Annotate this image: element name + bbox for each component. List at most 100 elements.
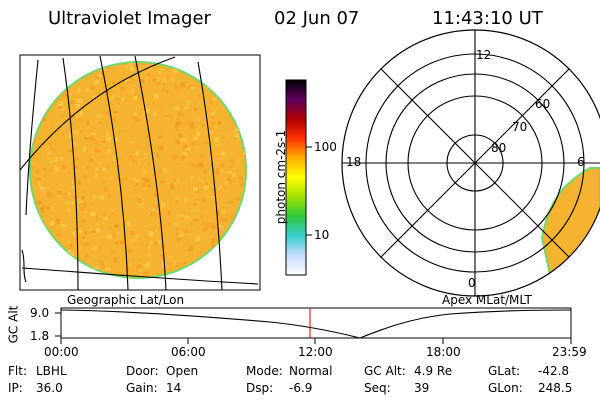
emission-pixel [209, 156, 213, 161]
emission-pixel [232, 172, 236, 177]
emission-pixel [140, 277, 143, 278]
emission-pixel [127, 221, 131, 227]
emission-pixel [99, 245, 102, 250]
emission-pixel [61, 107, 65, 110]
emission-pixel [84, 88, 89, 92]
emission-pixel [96, 215, 99, 221]
emission-pixel [228, 269, 233, 272]
emission-pixel [195, 164, 199, 167]
emission-pixel [46, 206, 52, 210]
colorbar-label-100: 100 [314, 140, 337, 154]
emission-pixel [84, 230, 88, 235]
emission-pixel [245, 109, 246, 113]
mlat-label-70: 70 [512, 120, 528, 134]
emission-pixel [65, 201, 69, 205]
emission-pixel [61, 114, 65, 118]
emission-pixel [115, 210, 120, 213]
emission-pixel [98, 147, 101, 150]
colorbar-unit-label: photon cm-2s-1 [274, 129, 288, 225]
emission-pixel [102, 167, 107, 172]
emission-pixel [131, 231, 135, 236]
emission-pixel [107, 234, 112, 239]
emission-pixel [125, 65, 128, 69]
emission-pixel [216, 265, 219, 270]
gc-alt-value: 4.9 Re [414, 364, 453, 378]
emission-pixel [127, 275, 130, 278]
emission-pixel [193, 274, 197, 278]
gain-key: Gain: [126, 381, 158, 395]
emission-pixel [101, 71, 104, 77]
emission-pixel [203, 226, 208, 231]
emission-pixel [35, 100, 40, 103]
emission-pixel [225, 235, 228, 239]
emission-pixel [190, 90, 194, 95]
emission-pixel [86, 120, 90, 126]
emission-pixel [146, 262, 151, 267]
emission-pixel [237, 216, 242, 220]
emission-pixel [182, 114, 186, 117]
longitude-line [134, 55, 167, 290]
emission-pixel [46, 151, 52, 155]
emission-pixel [203, 219, 208, 224]
emission-pixel [170, 183, 174, 187]
emission-pixel [174, 70, 179, 74]
emission-pixel [108, 94, 113, 97]
emission-pixel [125, 78, 130, 82]
strip-ytick-label-low: 1.8 [30, 329, 50, 343]
emission-pixel [203, 229, 206, 233]
gain-value: 14 [166, 381, 182, 395]
emission-pixel [110, 212, 114, 216]
strip-xtick-label: 00:00 [44, 345, 79, 359]
emission-pixel [40, 207, 45, 213]
emission-pixel [157, 136, 162, 139]
emission-pixel [139, 79, 144, 83]
emission-pixel [110, 176, 114, 180]
emission-pixel [120, 86, 125, 91]
emission-pixel [128, 63, 132, 66]
emission-pixel [121, 196, 124, 200]
emission-pixel [117, 232, 122, 235]
emission-pixel [94, 147, 98, 152]
emission-pixel [182, 189, 186, 192]
emission-pixel [82, 147, 86, 152]
emission-pixel [37, 181, 40, 186]
emission-pixel [49, 72, 53, 77]
emission-pixel [53, 165, 57, 168]
emission-pixel [36, 200, 42, 205]
emission-pixel [170, 211, 174, 215]
emission-pixel [214, 241, 219, 246]
coastline [25, 59, 39, 216]
emission-pixel [176, 121, 181, 126]
emission-pixel [139, 203, 144, 208]
strip-ytick-label-high: 9.0 [30, 306, 50, 320]
emission-pixel [68, 192, 71, 196]
emission-pixel [209, 125, 214, 130]
emission-pixel [139, 75, 143, 78]
emission-pixel [105, 268, 111, 271]
emission-pixel [74, 130, 79, 135]
emission-pixel [95, 167, 98, 170]
emission-pixel [157, 130, 162, 133]
emission-pixel [88, 189, 91, 193]
latitude-line [21, 267, 259, 285]
emission-pixel [55, 99, 61, 103]
emission-pixel [243, 265, 246, 270]
emission-pixel [82, 235, 86, 239]
emission-pixel [31, 129, 35, 135]
emission-pixel [175, 122, 178, 128]
emission-pixel [182, 64, 186, 68]
emission-pixel [242, 152, 246, 155]
emission-pixel [39, 258, 44, 261]
emission-pixel [148, 246, 151, 249]
emission-pixel [225, 128, 230, 131]
emission-pixel [210, 78, 216, 82]
emission-pixel [170, 186, 175, 189]
emission-pixel [42, 168, 47, 173]
emission-pixel [169, 202, 172, 207]
emission-pixel [67, 207, 71, 212]
emission-pixel [238, 113, 242, 117]
emission-pixel [114, 137, 118, 141]
emission-pixel [224, 245, 229, 248]
emission-pixel [198, 107, 201, 110]
emission-pixel [212, 122, 215, 126]
